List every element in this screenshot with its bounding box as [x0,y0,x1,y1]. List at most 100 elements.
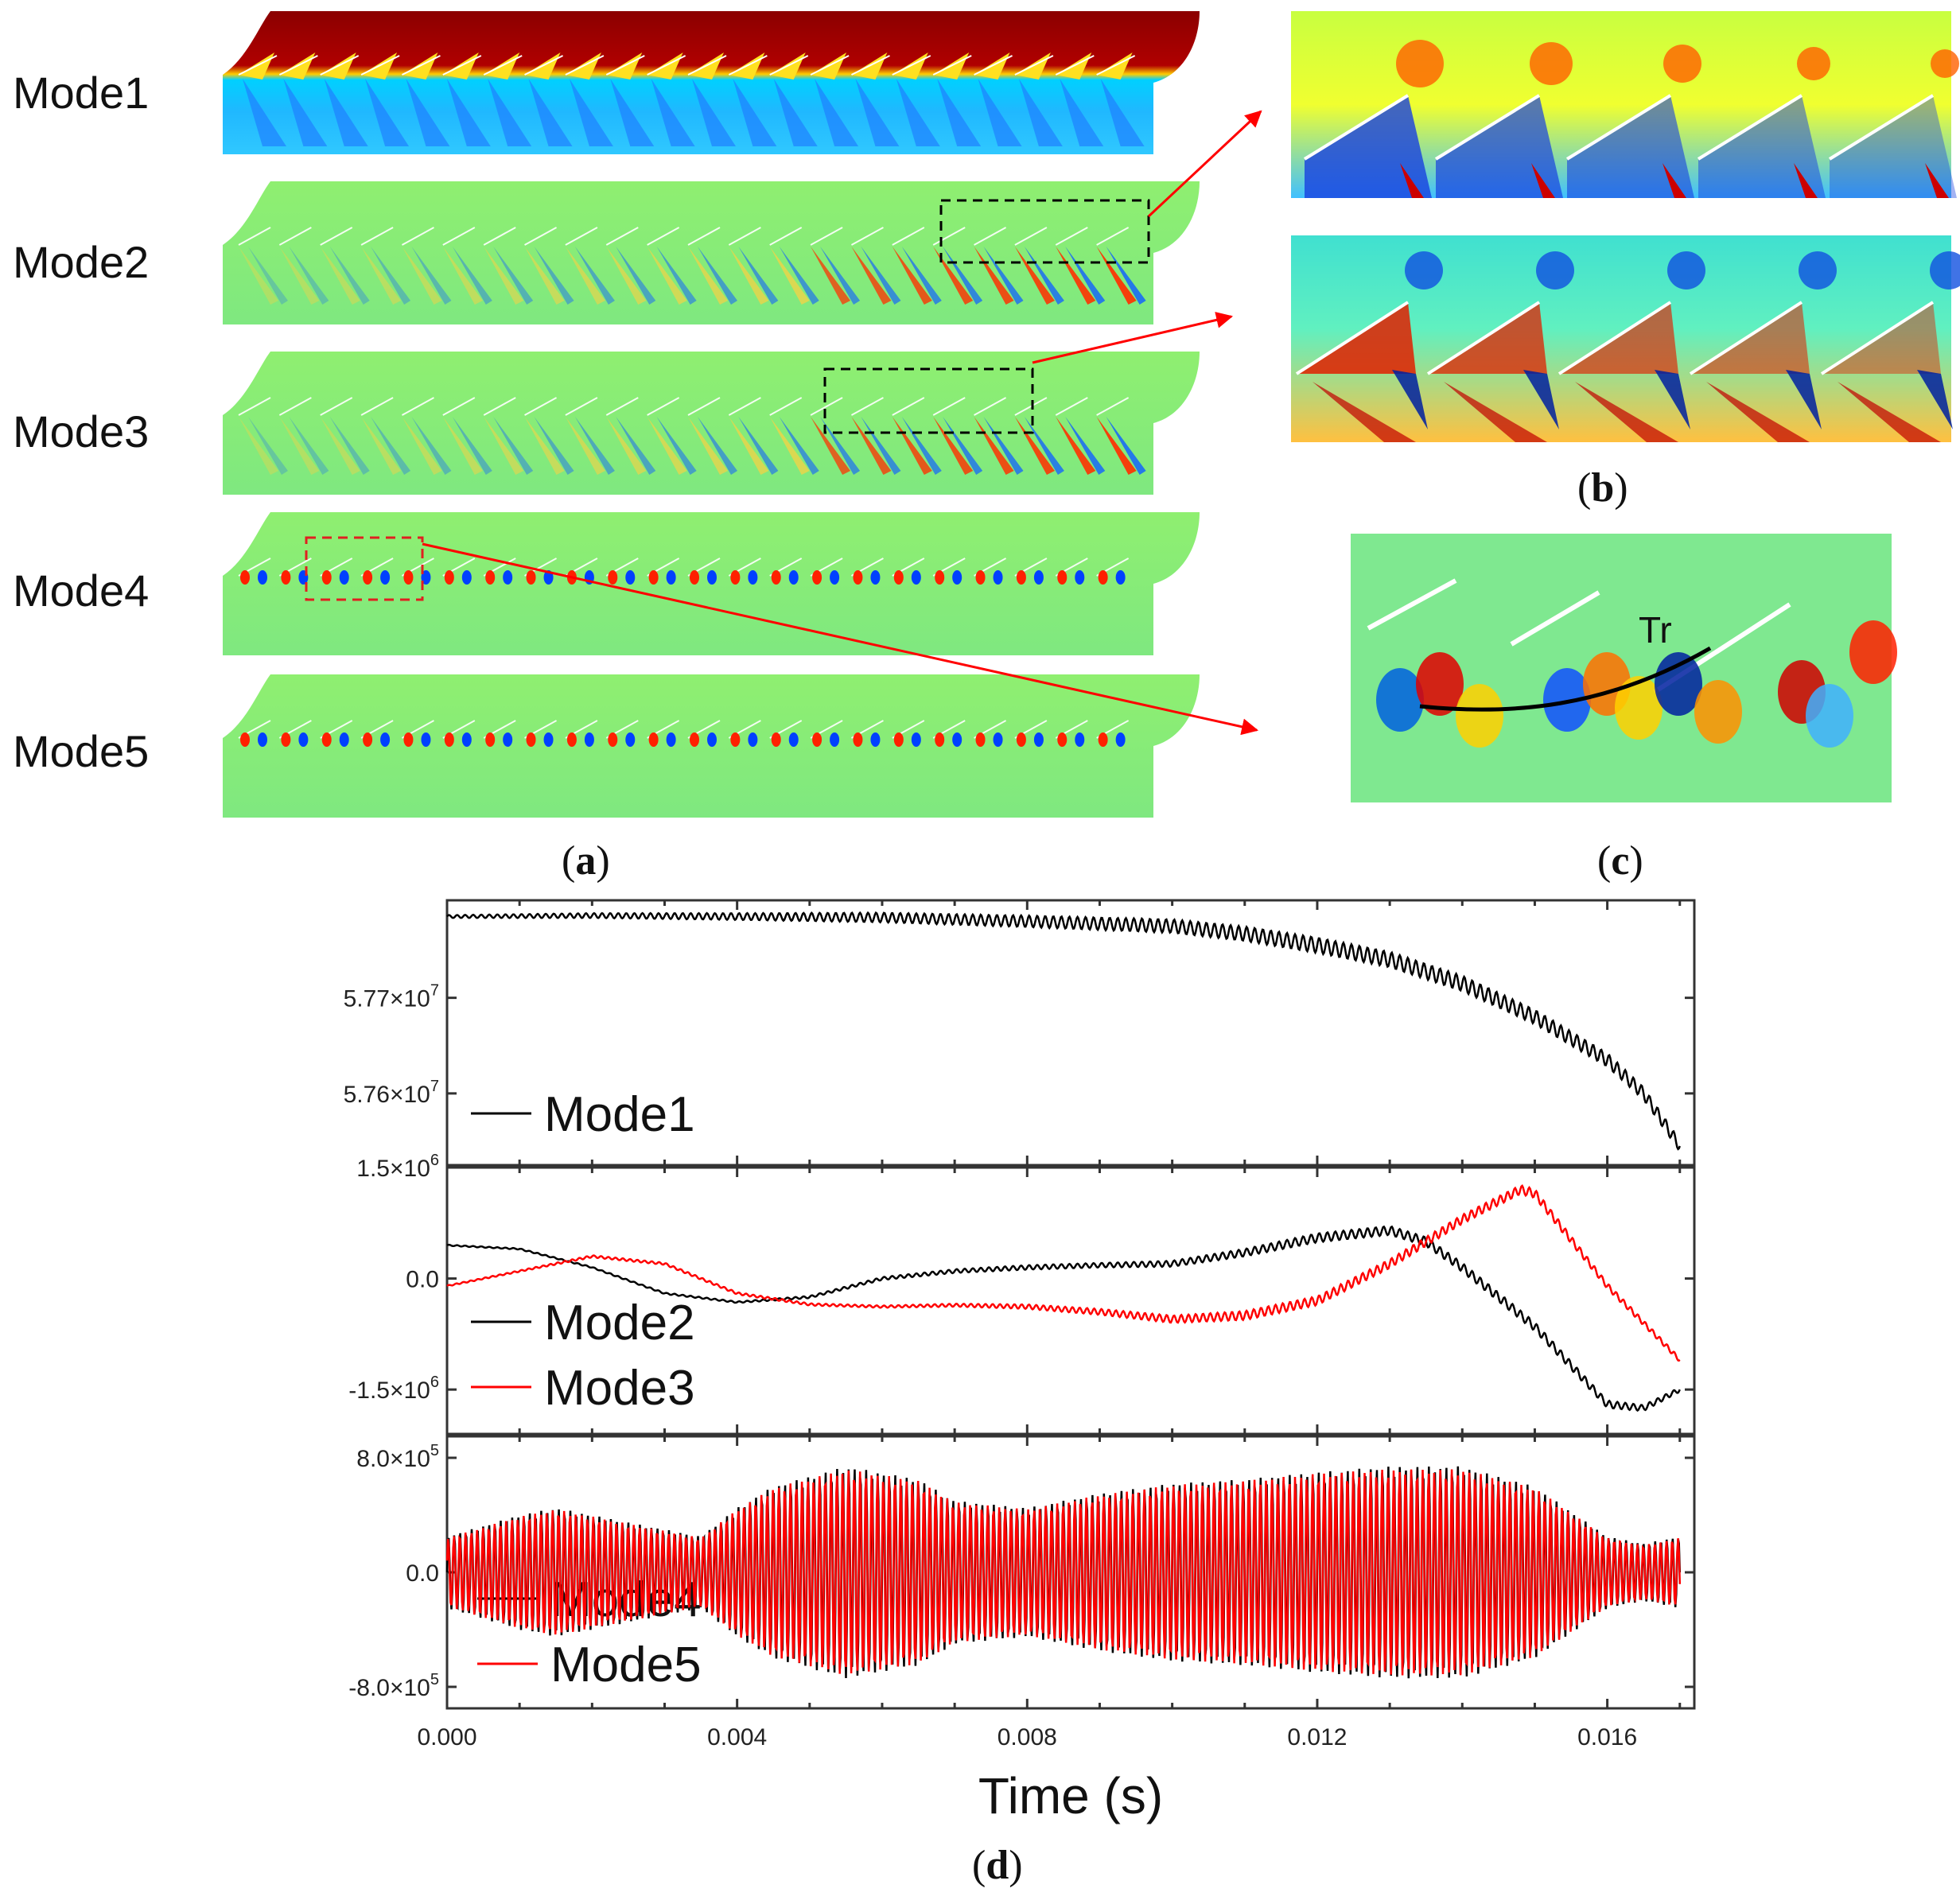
contour-mark [1694,680,1742,744]
contour-mark [565,247,605,305]
contour-mark [893,732,904,747]
contour-mark [861,417,901,475]
contour-mark [239,417,278,475]
contour-mark [503,732,513,747]
contour-mark [730,732,741,747]
legend-label: Mode3 [544,1361,695,1416]
contour-mark [1794,163,1818,198]
contour-mark [1530,42,1573,85]
contour-mark [1444,382,1547,442]
contour-mark [1312,382,1416,442]
blade-line [238,55,278,76]
blade-line [1055,397,1088,416]
blade-line [401,227,434,246]
blade-line [1014,55,1054,76]
contour-mark [1376,668,1424,732]
contour-mark [485,570,496,585]
contour-mark [566,732,577,747]
contour-mark [1016,570,1026,585]
contour-mark [1057,570,1068,585]
contour-mark [666,732,676,747]
contour-mark [329,247,370,305]
contour-mark [289,247,329,305]
time-series-charts: 5.76×107 5.77×107 Mode1 -1.5×106 0.0 1.5×106 M… [344,899,1696,1824]
blade-line [647,397,680,416]
contour-mark [452,247,492,305]
contour-mark [321,570,332,585]
blade-line [1055,55,1095,76]
contour-mark [738,417,779,475]
contour-mark [1706,382,1810,442]
contour-mark [1115,732,1126,747]
blade-line [360,227,394,246]
contour-mark [258,732,267,747]
mode-field-strip [223,674,1200,818]
mode-field-strip [223,181,1200,324]
contour-mark [983,417,1024,475]
blade-line [1014,397,1048,416]
contour-mark [534,247,574,305]
zoom-box-mode2 [939,199,1150,264]
contour-mark [648,570,659,585]
blade-line [687,397,721,416]
blade-line [1820,301,1935,375]
x-axis-label: Time (s) [978,1767,1163,1824]
contour-mark [320,247,360,305]
y-tick-label: -8.0×105 [348,1671,439,1701]
contour-mark [771,732,781,747]
contour-mark [1098,570,1108,585]
contour-mark [855,79,900,146]
mode-field-strip [223,352,1200,495]
contour-mark [1305,95,1432,198]
blade-line [320,55,360,76]
blade-line [1510,590,1600,647]
contour-mark [983,247,1024,305]
blade-line [483,227,516,246]
mode-field-shape [223,181,1200,324]
contour-mark [647,417,687,475]
contour-mark [442,247,483,305]
contour-mark [1098,732,1108,747]
contour-mark [1400,163,1424,198]
contour-mark [1033,570,1044,585]
zoom-panel-b-bottom [1291,235,1960,442]
contour-mark [380,732,391,747]
contour-mark [339,732,349,747]
mode-field-strip [223,11,1200,154]
blade-line [1295,301,1410,375]
contour-mark [771,570,781,585]
caption-d: (d) [972,1843,1023,1888]
blade-line [810,227,843,246]
contour-mark [606,247,647,305]
contour-mark [788,570,799,585]
arrow-to-b-top [1147,110,1262,218]
mode-label-5: Mode5 [13,726,150,776]
contour-mark [1057,732,1068,747]
arrow-to-c [422,542,1259,736]
trajectory-curve [1419,646,1712,712]
contour-mark [380,570,391,585]
blade-line [1828,94,1935,161]
y-tick-label: -1.5×106 [348,1374,439,1404]
contour-mark [243,79,286,146]
contour-mark [933,417,974,475]
blade-line [605,397,639,416]
blade-line [932,397,966,416]
contour-mark [656,417,697,475]
contour-mark [239,247,278,305]
blade-line [1303,94,1410,161]
blade-line [524,227,558,246]
contour-mark [461,732,472,747]
contour-mark [707,732,717,747]
contour-mark [692,79,736,146]
contour-mark [1016,732,1026,747]
contour-mark [1663,45,1701,83]
contour-mark [569,79,613,146]
mode-field-strip [223,512,1200,655]
contour-mark [320,417,360,475]
mode-label-4: Mode4 [13,565,150,616]
contour-mark [1096,417,1137,475]
contour-mark [853,570,863,585]
